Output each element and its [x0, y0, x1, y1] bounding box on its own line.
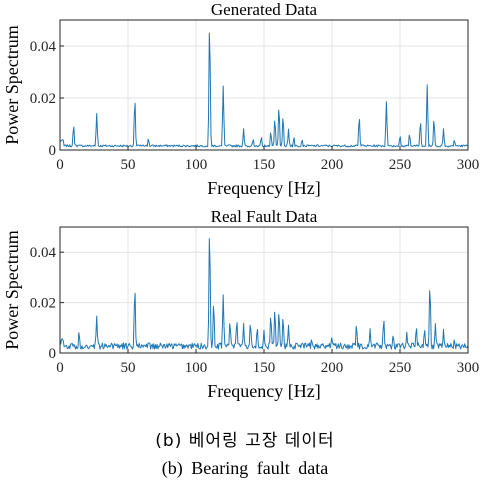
x-tick-label: 0: [56, 157, 64, 173]
y-axis-label: Power Spectrum: [2, 230, 22, 349]
chart-title: Generated Data: [211, 0, 318, 19]
x-tick-label: 300: [457, 157, 480, 173]
plot-1: 0 50 100 150 200 250 300 0 0.02 0.04 Generated Dat…: [2, 0, 479, 198]
x-tick-label: 50: [121, 157, 136, 173]
x-tick-label: 300: [457, 360, 480, 376]
x-tick-label: 50: [121, 360, 136, 376]
x-tick-label: 150: [253, 157, 276, 173]
chart-area: 0 50 100 150 200 250 300 0 0.02 0.04 Generated Dat…: [2, 0, 479, 401]
y-tick-label: 0.02: [30, 296, 56, 312]
y-tick-label: 0.04: [30, 245, 57, 261]
plot-2: 0 50 100 150 200 250 300 0 0.02 0.04 Real Fault Da…: [2, 207, 479, 401]
x-tick-label: 250: [389, 157, 412, 173]
y-tick-label: 0: [49, 346, 57, 362]
x-axis-label: Frequency [Hz]: [207, 381, 320, 401]
y-axis-label: Power Spectrum: [2, 25, 22, 144]
y-tick-label: 0: [49, 143, 57, 159]
caption-english: (b) Bearing fault data: [161, 458, 329, 478]
y-tick-label: 0.02: [30, 91, 56, 107]
x-axis-label: Frequency [Hz]: [207, 178, 320, 198]
x-tick-label: 200: [321, 157, 344, 173]
spectrum-series-line: [59, 238, 469, 350]
x-tick-label: 200: [321, 360, 344, 376]
caption-korean: (b) 베어링 고장 데이터: [155, 431, 335, 451]
y-tick-label: 0.04: [30, 39, 57, 55]
x-tick-label: 250: [389, 360, 412, 376]
x-tick-label: 100: [185, 360, 208, 376]
x-tick-label: 100: [185, 157, 208, 173]
x-tick-label: 0: [56, 360, 64, 376]
chart-title: Real Fault Data: [211, 207, 318, 226]
x-tick-label: 150: [253, 360, 276, 376]
